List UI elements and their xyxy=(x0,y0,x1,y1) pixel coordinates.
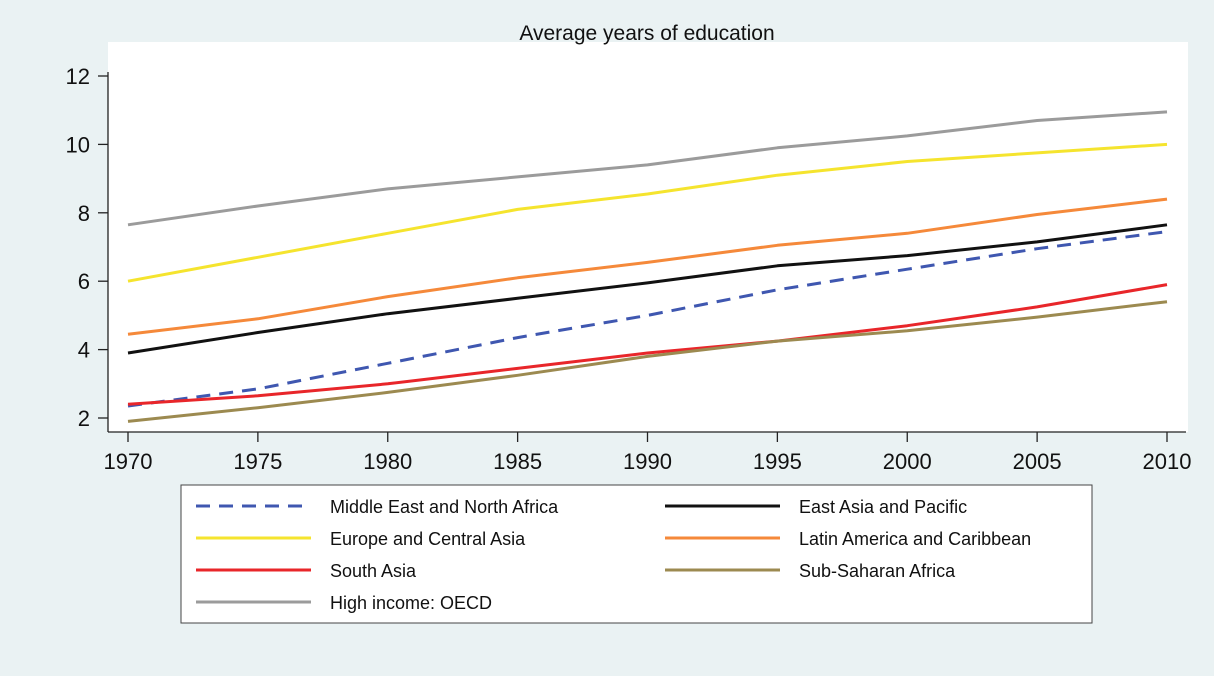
x-axis: 1970 1975 1980 1985 1990 1995 2000 2005 2010 xyxy=(104,431,1192,474)
x-tick-label: 2005 xyxy=(1013,449,1062,474)
y-tick-label: 2 xyxy=(78,406,90,431)
legend-label-4: South Asia xyxy=(330,561,417,581)
chart-title: Average years of education xyxy=(519,22,774,45)
series-line-4 xyxy=(127,283,1168,406)
series-line-3 xyxy=(127,197,1168,336)
y-tick-label: 8 xyxy=(78,201,90,226)
x-tick-label: 2000 xyxy=(883,449,932,474)
y-tick-label: 12 xyxy=(66,64,90,89)
x-tick-label: 1990 xyxy=(623,449,672,474)
y-tick-label: 4 xyxy=(78,338,90,363)
series-line-0 xyxy=(127,230,1168,408)
series-line-5 xyxy=(127,300,1168,423)
legend-box xyxy=(180,484,1093,624)
x-tick-label: 1995 xyxy=(753,449,802,474)
legend-label-5: Sub-Saharan Africa xyxy=(799,561,956,581)
x-tick-label: 1975 xyxy=(233,449,282,474)
legend-label-0: Middle East and North Africa xyxy=(330,497,559,517)
x-tick-label: 1980 xyxy=(363,449,412,474)
x-tick-label: 2010 xyxy=(1143,449,1192,474)
legend: Middle East and North Africa East Asia an… xyxy=(180,484,1093,624)
series-line-1 xyxy=(127,223,1168,355)
x-tick-label: 1970 xyxy=(104,449,153,474)
x-tick-label: 1985 xyxy=(493,449,542,474)
series-line-2 xyxy=(127,142,1168,283)
series-layer xyxy=(127,110,1168,423)
series-line-6 xyxy=(127,110,1168,227)
legend-label-6: High income: OECD xyxy=(330,593,492,613)
y-axis: 2 4 6 8 10 12 xyxy=(66,64,109,432)
legend-label-2: Europe and Central Asia xyxy=(330,529,526,549)
y-tick-label: 6 xyxy=(78,269,90,294)
legend-label-1: East Asia and Pacific xyxy=(799,497,967,517)
legend-label-3: Latin America and Caribbean xyxy=(799,529,1031,549)
y-tick-label: 10 xyxy=(66,132,90,157)
plot-area xyxy=(108,42,1188,432)
